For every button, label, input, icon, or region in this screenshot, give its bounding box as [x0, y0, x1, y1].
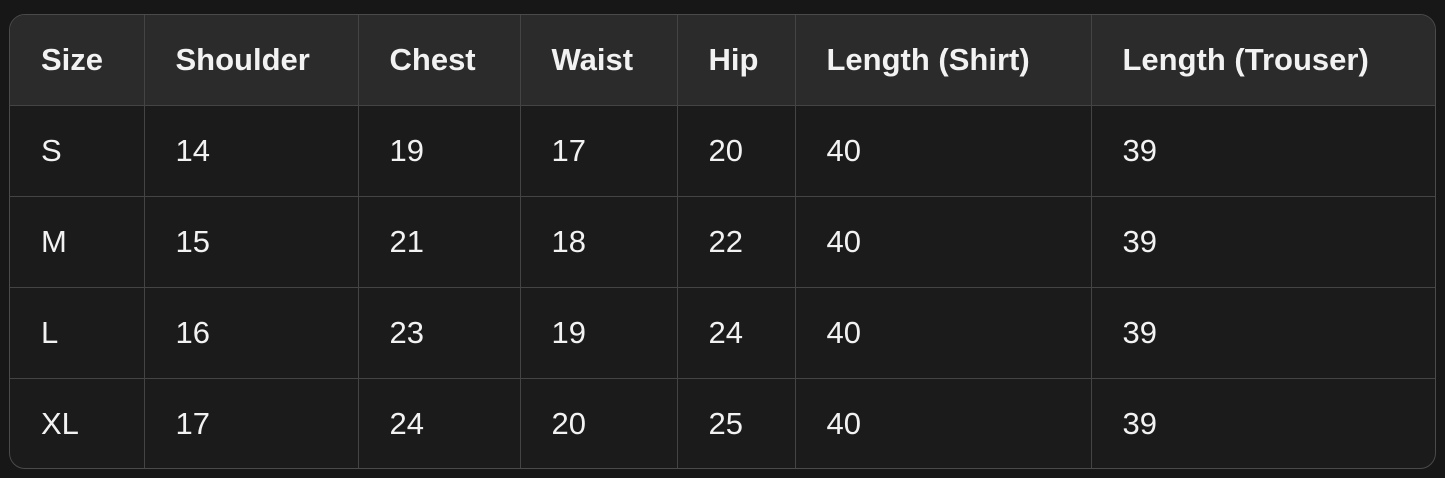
table-row: M 15 21 18 22 40 39 [10, 196, 1435, 288]
table-cell: S [10, 105, 145, 197]
table-row: XL 17 24 20 25 40 39 [10, 378, 1435, 468]
header-cell: Size [10, 15, 145, 106]
table-cell: 40 [795, 105, 1092, 197]
table-body: S 14 19 17 20 40 39 M 15 21 18 22 40 39 L 16 23 19 24 40 39 X… [10, 105, 1435, 468]
table-cell: 24 [677, 287, 796, 379]
table-cell: M [10, 196, 145, 288]
table-cell: 25 [677, 378, 796, 468]
header-cell: Shoulder [144, 15, 359, 106]
table-row: L 16 23 19 24 40 39 [10, 287, 1435, 379]
table-cell: L [10, 287, 145, 379]
table-cell: 17 [520, 105, 678, 197]
table-cell: 16 [144, 287, 359, 379]
table-cell: 39 [1122, 405, 1157, 441]
table-cell: 14 [144, 105, 359, 197]
table-row: S 14 19 17 20 40 39 [10, 105, 1435, 197]
table-cell: 39 [1091, 105, 1435, 197]
table-cell: 19 [358, 105, 521, 197]
table-cell: 40 [795, 378, 1092, 468]
table-cell: 39 [1091, 287, 1435, 379]
table-cell: 24 [358, 378, 521, 468]
table-cell: 19 [520, 287, 678, 379]
table-cell: 17 [144, 378, 359, 468]
table-cell: 18 [520, 196, 678, 288]
table-cell: 20 [677, 105, 796, 197]
table-cell: 21 [358, 196, 521, 288]
table-cell: 22 [677, 196, 796, 288]
table-cell: 20 [520, 378, 678, 468]
table-cell: 23 [358, 287, 521, 379]
table-cell: 15 [144, 196, 359, 288]
header-cell: Hip [677, 15, 796, 106]
header-cell: Waist [520, 15, 678, 106]
header-cell: Chest [358, 15, 521, 106]
table-cell: 40 [795, 287, 1092, 379]
size-table: Size Shoulder Chest Waist Hip Length (Shirt) L… [10, 15, 1435, 468]
header-cell: Length (Trouser) [1091, 15, 1435, 106]
size-table-container: Size Shoulder Chest Waist Hip Length (Shirt) L… [9, 14, 1436, 469]
header-cell: Length (Shirt) [795, 15, 1092, 106]
table-cell: 39 [1091, 196, 1435, 288]
table-cell: 40 [795, 196, 1092, 288]
header-row: Size Shoulder Chest Waist Hip Length (Shirt) L… [10, 15, 1435, 106]
table-cell: XL [10, 378, 145, 468]
